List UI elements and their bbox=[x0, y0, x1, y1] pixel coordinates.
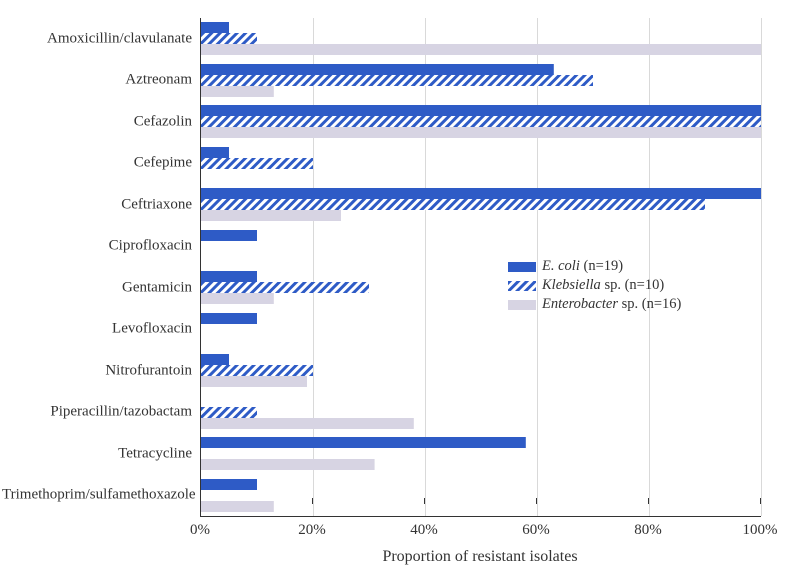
category-label: Ciprofloxacin bbox=[2, 238, 192, 255]
bar-klebsiella bbox=[201, 75, 593, 86]
legend-label-plain: sp. (n=16) bbox=[618, 296, 681, 312]
bar-ecoli bbox=[201, 147, 229, 158]
category-label: Cefepime bbox=[2, 155, 192, 172]
bar-ecoli bbox=[201, 479, 257, 490]
bar-enterobacter bbox=[201, 210, 341, 221]
bar-enterobacter bbox=[201, 376, 307, 387]
x-tick-label: 100% bbox=[743, 522, 778, 539]
plot-area bbox=[200, 18, 761, 517]
legend-item-enterobacter: Enterobacter sp. (n=16) bbox=[508, 296, 681, 313]
legend-label-plain: sp. (n=10) bbox=[601, 277, 664, 293]
x-axis-title: Proportion of resistant isolates bbox=[200, 548, 760, 566]
x-tick-label: 80% bbox=[634, 522, 662, 539]
category-label: Cefazolin bbox=[2, 113, 192, 130]
bar-enterobacter bbox=[201, 86, 274, 97]
legend-swatch bbox=[508, 300, 536, 310]
category-label: Ceftriaxone bbox=[2, 196, 192, 213]
bar-ecoli bbox=[201, 22, 229, 33]
category-label: Aztreonam bbox=[2, 72, 192, 89]
bar-klebsiella bbox=[201, 33, 257, 44]
category-label: Gentamicin bbox=[2, 279, 192, 296]
x-tick bbox=[424, 498, 425, 504]
bar-ecoli bbox=[201, 64, 554, 75]
bar-enterobacter bbox=[201, 293, 274, 304]
category-label: Levofloxacin bbox=[2, 321, 192, 338]
x-tick-label: 20% bbox=[298, 522, 326, 539]
category-label: Tetracycline bbox=[2, 445, 192, 462]
bar-ecoli bbox=[201, 271, 257, 282]
gridline bbox=[761, 18, 762, 516]
x-tick bbox=[648, 498, 649, 504]
bar-klebsiella bbox=[201, 282, 369, 293]
category-label: Amoxicillin/clavulanate bbox=[2, 30, 192, 47]
bar-klebsiella bbox=[201, 199, 705, 210]
gridline bbox=[649, 18, 650, 516]
chart-container: Proportion of resistant isolates 0% 20% 40… bbox=[0, 0, 787, 578]
category-label: Nitrofurantoin bbox=[2, 362, 192, 379]
bar-klebsiella bbox=[201, 116, 761, 127]
bar-ecoli bbox=[201, 437, 526, 448]
x-tick-label: 40% bbox=[410, 522, 438, 539]
legend-item-klebsiella: Klebsiella sp. (n=10) bbox=[508, 277, 664, 294]
legend-label-italic: E. coli bbox=[542, 258, 580, 274]
bar-ecoli bbox=[201, 354, 229, 365]
x-tick bbox=[312, 498, 313, 504]
legend-label-italic: Enterobacter bbox=[542, 296, 618, 312]
bar-klebsiella bbox=[201, 365, 313, 376]
x-tick bbox=[536, 498, 537, 504]
legend-label-plain: (n=19) bbox=[580, 258, 623, 274]
category-label: Piperacillin/tazobactam bbox=[2, 404, 192, 421]
bar-enterobacter bbox=[201, 44, 761, 55]
bar-ecoli bbox=[201, 230, 257, 241]
x-tick bbox=[200, 498, 201, 504]
bar-enterobacter bbox=[201, 459, 375, 470]
bar-ecoli bbox=[201, 188, 761, 199]
category-label: Trimethoprim/sulfamethoxazole bbox=[2, 487, 192, 504]
bar-enterobacter bbox=[201, 501, 274, 512]
x-tick-label: 60% bbox=[522, 522, 550, 539]
x-tick bbox=[760, 498, 761, 504]
x-tick-label: 0% bbox=[190, 522, 210, 539]
bar-enterobacter bbox=[201, 418, 414, 429]
bar-enterobacter bbox=[201, 127, 761, 138]
legend-item-ecoli: E. coli (n=19) bbox=[508, 258, 623, 275]
bar-ecoli bbox=[201, 105, 761, 116]
bar-klebsiella bbox=[201, 407, 257, 418]
bar-klebsiella bbox=[201, 158, 313, 169]
legend-swatch bbox=[508, 281, 536, 291]
legend-swatch bbox=[508, 262, 536, 272]
bar-ecoli bbox=[201, 313, 257, 324]
legend-label-italic: Klebsiella bbox=[542, 277, 601, 293]
